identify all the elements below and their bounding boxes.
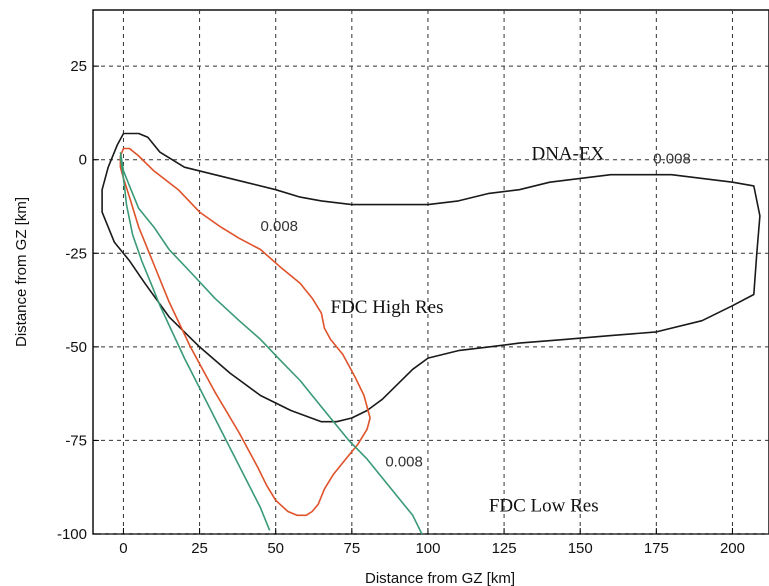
y-tick-label: -50 [65, 339, 87, 356]
x-tick-label: 200 [720, 540, 745, 557]
series-group [101, 132, 761, 535]
y-tick-labels: 25 0 -25 -50 -75 -100 [57, 58, 99, 543]
y-axis-label: Distance from GZ [km] [13, 197, 30, 347]
y-tick-label: 0 [79, 152, 87, 169]
annotation-label: DNA-EX [531, 144, 604, 165]
x-tick-label: 175 [644, 540, 669, 557]
x-tick-label: 125 [492, 540, 517, 557]
series-line [119, 152, 423, 535]
x-tick-label: 75 [343, 540, 360, 557]
annotation-label: 0.008 [260, 218, 298, 235]
x-tick-label: 0 [119, 540, 127, 557]
y-tick-label: -75 [65, 432, 87, 449]
y-tick-label: -25 [65, 245, 87, 262]
x-tick-labels: 0 25 50 75 100 125 150 175 200 [119, 528, 745, 557]
y-tick-label: -100 [57, 526, 87, 543]
annotation-label: FDC Low Res [489, 496, 599, 517]
x-tick-label: 100 [415, 540, 440, 557]
grid [93, 10, 769, 535]
annotation-label: 0.008 [385, 454, 423, 471]
series-line [119, 147, 371, 517]
x-tick-label: 150 [568, 540, 593, 557]
plot-area [92, 9, 769, 535]
x-tick-label: 25 [191, 540, 208, 557]
x-tick-label: 50 [267, 540, 284, 557]
series-line [119, 155, 271, 531]
annotation-label: FDC High Res [331, 297, 444, 318]
x-axis-label: Distance from GZ [km] [365, 570, 515, 586]
y-tick-label: 25 [70, 58, 87, 75]
annotation-label: 0.008 [653, 150, 691, 167]
series-line [101, 132, 761, 423]
annotations: DNA-EX 0.008 0.008 FDC High Res 0.008 FDC Low… [260, 144, 690, 517]
